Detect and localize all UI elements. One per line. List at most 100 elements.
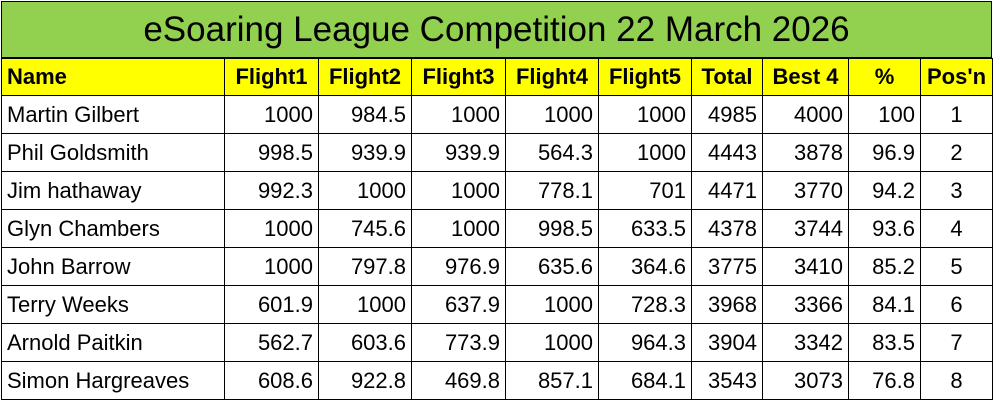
flight1-cell: 992.3 [224,171,319,210]
position-cell: 3 [920,171,993,210]
total-cell: 4985 [691,95,763,134]
name-cell: Simon Hargreaves [1,361,225,400]
sheet-title: eSoaring League Competition 22 March 202… [1,1,992,58]
best4-cell: 3342 [762,323,849,362]
best4-cell: 3073 [762,361,849,400]
flight3-cell: 637.9 [411,285,506,324]
flight1-cell: 1000 [224,95,319,134]
header-flight2: Flight2 [318,58,412,96]
table-row: John Barrow 1000 797.8 976.9 635.6 364.6 3775 3… [1,247,993,286]
name-cell: Arnold Paitkin [1,323,225,362]
flight1-cell: 608.6 [224,361,319,400]
flight4-cell: 1000 [505,323,599,362]
name-cell: Glyn Chambers [1,209,225,248]
header-percent: % [848,58,921,96]
header-flight4: Flight4 [505,58,599,96]
flight5-cell: 701 [598,171,692,210]
total-cell: 4471 [691,171,763,210]
percent-cell: 85.2 [848,247,921,286]
flight3-cell: 1000 [411,209,506,248]
header-flight1: Flight1 [224,58,319,96]
position-cell: 4 [920,209,993,248]
flight4-cell: 857.1 [505,361,599,400]
flight1-cell: 1000 [224,209,319,248]
results-body: Martin Gilbert 1000 984.5 1000 1000 1000 4985 4… [1,95,993,400]
percent-cell: 76.8 [848,361,921,400]
best4-cell: 3878 [762,133,849,172]
flight2-cell: 922.8 [318,361,412,400]
flight5-cell: 728.3 [598,285,692,324]
flight4-cell: 778.1 [505,171,599,210]
flight5-cell: 684.1 [598,361,692,400]
flight2-cell: 984.5 [318,95,412,134]
flight5-cell: 1000 [598,133,692,172]
flight2-cell: 745.6 [318,209,412,248]
header-flight5: Flight5 [598,58,692,96]
percent-cell: 93.6 [848,209,921,248]
header-row: Name Flight1 Flight2 Flight3 Flight4 Fli… [1,58,993,96]
flight2-cell: 939.9 [318,133,412,172]
best4-cell: 4000 [762,95,849,134]
flight3-cell: 939.9 [411,133,506,172]
flight3-cell: 469.8 [411,361,506,400]
total-cell: 3968 [691,285,763,324]
position-cell: 6 [920,285,993,324]
flight3-cell: 1000 [411,171,506,210]
position-cell: 7 [920,323,993,362]
name-cell: Terry Weeks [1,285,225,324]
table-row: Phil Goldsmith 998.5 939.9 939.9 564.3 1000 44… [1,133,993,172]
total-cell: 4378 [691,209,763,248]
flight3-cell: 773.9 [411,323,506,362]
flight5-cell: 364.6 [598,247,692,286]
percent-cell: 94.2 [848,171,921,210]
flight4-cell: 1000 [505,285,599,324]
name-cell: Martin Gilbert [1,95,225,134]
flight5-cell: 1000 [598,95,692,134]
flight4-cell: 998.5 [505,209,599,248]
flight4-cell: 564.3 [505,133,599,172]
position-cell: 2 [920,133,993,172]
results-table: Name Flight1 Flight2 Flight3 Flight4 Fli… [1,58,993,400]
flight4-cell: 1000 [505,95,599,134]
percent-cell: 96.9 [848,133,921,172]
flight3-cell: 976.9 [411,247,506,286]
table-row: Arnold Paitkin 562.7 603.6 773.9 1000 964.3 39… [1,323,993,362]
table-row: Simon Hargreaves 608.6 922.8 469.8 857.1 684.… [1,361,993,400]
flight2-cell: 603.6 [318,323,412,362]
best4-cell: 3770 [762,171,849,210]
best4-cell: 3744 [762,209,849,248]
total-cell: 3775 [691,247,763,286]
best4-cell: 3410 [762,247,849,286]
percent-cell: 84.1 [848,285,921,324]
percent-cell: 83.5 [848,323,921,362]
total-cell: 3543 [691,361,763,400]
flight2-cell: 797.8 [318,247,412,286]
flight4-cell: 635.6 [505,247,599,286]
name-cell: Jim hathaway [1,171,225,210]
position-cell: 1 [920,95,993,134]
name-cell: Phil Goldsmith [1,133,225,172]
flight2-cell: 1000 [318,285,412,324]
total-cell: 4443 [691,133,763,172]
table-row: Terry Weeks 601.9 1000 637.9 1000 728.3 3968 33… [1,285,993,324]
flight1-cell: 601.9 [224,285,319,324]
name-cell: John Barrow [1,247,225,286]
position-cell: 5 [920,247,993,286]
best4-cell: 3366 [762,285,849,324]
header-position: Pos'n [920,58,993,96]
percent-cell: 100 [848,95,921,134]
table-row: Glyn Chambers 1000 745.6 1000 998.5 633.5 4378… [1,209,993,248]
flight5-cell: 633.5 [598,209,692,248]
header-flight3: Flight3 [411,58,506,96]
flight1-cell: 562.7 [224,323,319,362]
flight3-cell: 1000 [411,95,506,134]
position-cell: 8 [920,361,993,400]
flight2-cell: 1000 [318,171,412,210]
flight1-cell: 1000 [224,247,319,286]
table-row: Jim hathaway 992.3 1000 1000 778.1 701 4471 377… [1,171,993,210]
header-total: Total [691,58,763,96]
header-name: Name [1,58,225,96]
flight5-cell: 964.3 [598,323,692,362]
flight1-cell: 998.5 [224,133,319,172]
